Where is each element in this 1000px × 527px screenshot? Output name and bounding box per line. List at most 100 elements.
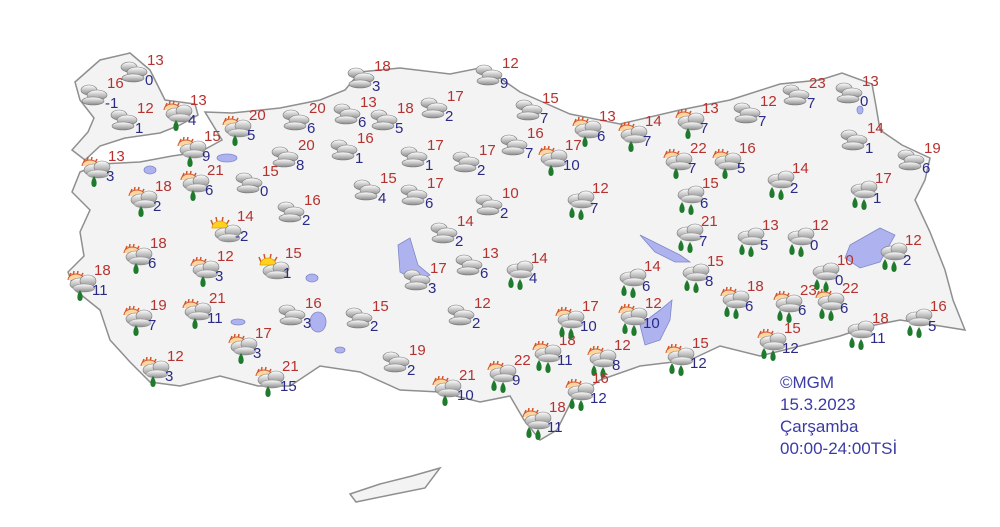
weather-station: 12 9: [474, 55, 534, 99]
min-temperature: 6: [358, 114, 367, 131]
weather-station: 23 7: [781, 75, 841, 119]
max-temperature: 10: [502, 185, 519, 202]
weather-station: 22 9: [486, 352, 546, 396]
weather-station: 16 2: [276, 192, 336, 236]
max-temperature: 17: [427, 137, 444, 154]
weather-station: 21 7: [673, 213, 733, 257]
max-temperature: 18: [747, 278, 764, 295]
weather-station: 16 3: [277, 295, 337, 339]
min-temperature: 8: [296, 157, 305, 174]
min-temperature: 11: [547, 419, 563, 436]
weather-station: 12 2: [446, 295, 506, 339]
min-temperature: 2: [407, 362, 416, 379]
min-temperature: 2: [903, 252, 912, 269]
min-temperature: 7: [688, 160, 697, 177]
max-temperature: 12: [502, 55, 519, 72]
min-temperature: 2: [477, 162, 486, 179]
max-temperature: 14: [645, 113, 662, 130]
max-temperature: 15: [204, 128, 221, 145]
max-temperature: 15: [285, 245, 302, 262]
weather-station: 14 4: [503, 250, 563, 294]
max-temperature: 12: [812, 217, 829, 234]
weather-station: 23 6: [772, 282, 832, 326]
min-temperature: 6: [597, 128, 606, 145]
max-temperature: 12: [474, 295, 491, 312]
max-temperature: 15: [784, 320, 801, 337]
min-temperature: 6: [480, 265, 489, 282]
min-temperature: 6: [425, 195, 434, 212]
weather-station: 15 12: [664, 335, 724, 379]
period-label: 00:00-24:00TSİ: [780, 439, 898, 458]
day-label: Çarşamba: [780, 417, 859, 436]
max-temperature: 12: [217, 248, 234, 265]
weather-station: 17 2: [451, 142, 511, 186]
max-temperature: 14: [457, 213, 474, 230]
min-temperature: 0: [860, 93, 869, 110]
min-temperature: 6: [745, 298, 754, 315]
min-temperature: 7: [807, 95, 816, 112]
max-temperature: 12: [614, 337, 631, 354]
max-temperature: 13: [147, 52, 164, 69]
weather-station: 12 3: [139, 348, 199, 392]
min-temperature: 12: [590, 390, 607, 407]
weather-station: 15 12: [756, 320, 816, 364]
min-temperature: 3: [165, 368, 174, 385]
max-temperature: 10: [837, 252, 854, 269]
max-temperature: 14: [237, 208, 254, 225]
min-temperature: 6: [922, 160, 931, 177]
min-temperature: 10: [643, 315, 660, 332]
weather-station: 10 0: [809, 252, 869, 296]
max-temperature: 14: [867, 120, 884, 137]
weather-station: 15 6: [674, 175, 734, 219]
min-temperature: 10: [580, 318, 597, 335]
max-temperature: 17: [479, 142, 496, 159]
max-temperature: 19: [924, 140, 941, 157]
weather-station: 13 5: [734, 217, 794, 261]
min-temperature: 2: [302, 212, 311, 229]
max-temperature: 16: [305, 295, 322, 312]
max-temperature: 23: [800, 282, 817, 299]
weather-station: 18 11: [66, 262, 126, 306]
min-temperature: 6: [840, 300, 849, 317]
min-temperature: 12: [782, 340, 799, 357]
max-temperature: 18: [150, 235, 167, 252]
min-temperature: 4: [188, 112, 197, 129]
weather-station: 14 7: [617, 113, 677, 157]
weather-station: 17 1: [399, 137, 459, 181]
max-temperature: 16: [357, 130, 374, 147]
max-temperature: 15: [372, 298, 389, 315]
weather-station: 14 -2: [209, 208, 269, 252]
min-temperature: 11: [557, 352, 573, 369]
min-temperature: 2: [445, 108, 454, 125]
min-temperature: 8: [612, 357, 621, 374]
weather-station: 15 1: [257, 245, 317, 289]
min-temperature: 2: [153, 198, 162, 215]
max-temperature: 13: [762, 217, 779, 234]
weather-station: 16 7: [499, 125, 559, 169]
max-temperature: 13: [702, 100, 719, 117]
weather-station: 18 5: [369, 100, 429, 144]
max-temperature: 16: [739, 140, 756, 157]
weather-station: 13 4: [162, 92, 222, 136]
max-temperature: 17: [565, 137, 582, 154]
weather-station: 21 10: [431, 367, 491, 411]
weather-station: 14 1: [839, 120, 899, 164]
max-temperature: 14: [792, 160, 809, 177]
copyright-label: ©MGM: [780, 373, 835, 392]
weather-station: 20 6: [281, 100, 341, 144]
min-temperature: 2: [500, 205, 509, 222]
min-temperature: 5: [737, 160, 746, 177]
max-temperature: 22: [842, 280, 859, 297]
max-temperature: 17: [447, 88, 464, 105]
map-legend: ©MGM 15.3.2023 Çarşamba 00:00-24:00TSİ: [780, 372, 897, 460]
min-temperature: 6: [642, 278, 651, 295]
min-temperature: 12: [690, 355, 707, 372]
weather-station: 18 11: [531, 332, 591, 376]
max-temperature: 18: [94, 262, 111, 279]
min-temperature: 3: [303, 315, 312, 332]
min-temperature: 0: [835, 272, 844, 289]
weather-station: 13 6: [454, 245, 514, 289]
min-temperature: -1: [105, 95, 119, 112]
weather-station: 12 1: [109, 100, 169, 144]
min-temperature: 7: [525, 145, 534, 162]
